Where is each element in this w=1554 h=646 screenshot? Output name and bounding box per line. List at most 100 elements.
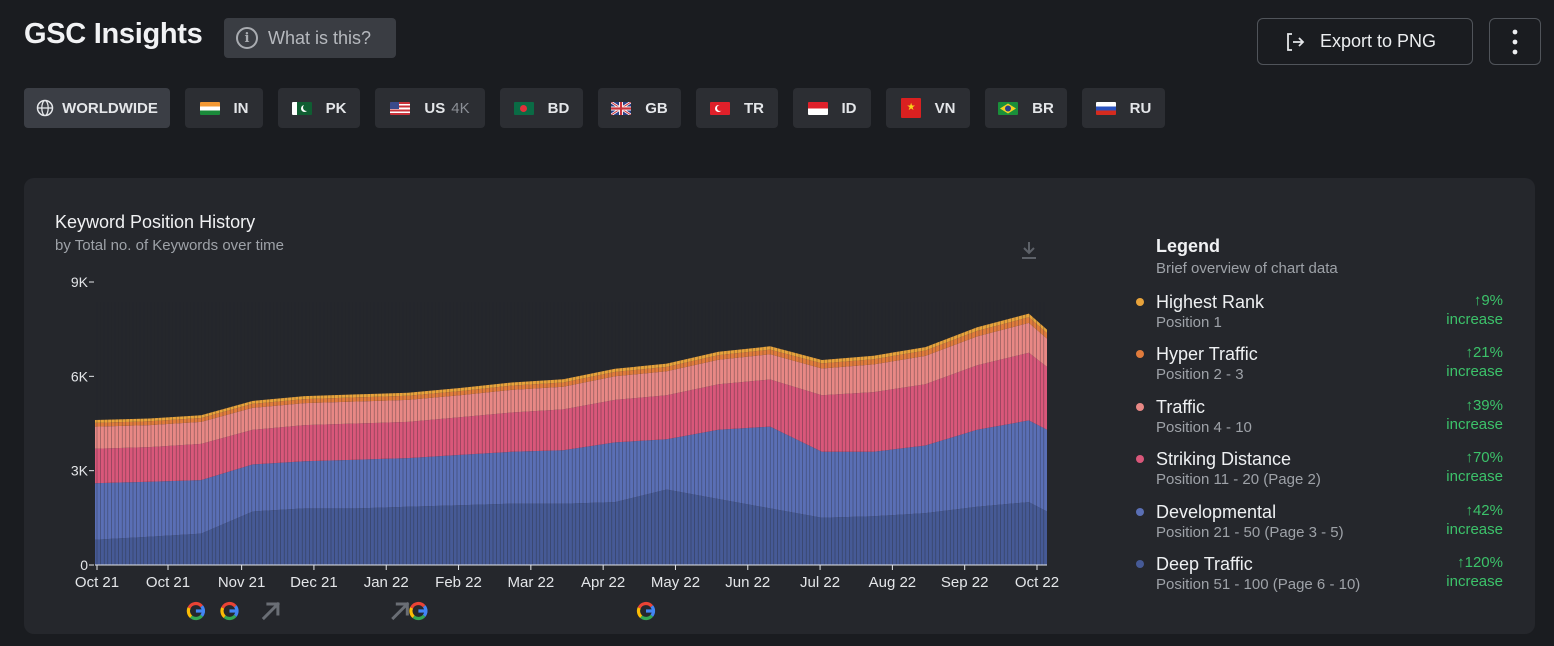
legend-item[interactable]: Hyper Traffic Position 2 - 3 ↑21% increase	[1136, 344, 1506, 390]
globe-icon	[36, 99, 54, 117]
legend-change-label: increase	[1446, 363, 1503, 381]
google-update-icon[interactable]	[186, 601, 205, 621]
flag-us-icon	[390, 101, 411, 115]
series-area	[95, 313, 1047, 423]
legend-position-range: Position 1	[1156, 314, 1222, 331]
country-code: GB	[645, 99, 668, 117]
info-icon: i	[236, 27, 258, 49]
legend-position-range: Position 21 - 50 (Page 3 - 5)	[1156, 523, 1344, 541]
flag-pk-icon	[291, 101, 312, 115]
y-tick-label: 9K	[71, 274, 89, 290]
country-code: BD	[547, 99, 570, 117]
x-tick-label: Jun 22	[725, 574, 770, 591]
legend-change: ↑42%	[1465, 501, 1503, 519]
x-tick-label: Mar 22	[508, 574, 555, 591]
export-label: Export to PNG	[1320, 31, 1437, 51]
country-chip-us[interactable]: US 4K	[375, 88, 485, 128]
x-tick-label: Sep 22	[941, 574, 989, 591]
x-tick-label: Feb 22	[435, 574, 482, 591]
what-is-this-label: What is this?	[268, 27, 372, 48]
legend-change-label: increase	[1446, 520, 1503, 538]
flag-gb-icon	[611, 101, 632, 115]
legend-item[interactable]: Highest Rank Position 1 ↑9% increase	[1136, 292, 1506, 338]
legend-item[interactable]: Traffic Position 4 - 10 ↑39% increase	[1136, 397, 1506, 443]
country-chip-bd[interactable]: BD	[500, 88, 583, 128]
x-tick-label: Oct 22	[1015, 574, 1059, 591]
country-chip-br[interactable]: BR	[985, 88, 1067, 128]
what-is-this-button[interactable]: i What is this?	[224, 18, 396, 58]
legend-change: ↑39%	[1465, 396, 1503, 414]
legend-change: ↑9%	[1473, 292, 1503, 309]
flag-in-icon	[199, 101, 220, 115]
flag-tr-icon	[710, 101, 730, 115]
country-chip-id[interactable]: ID	[793, 88, 871, 128]
country-chip-in[interactable]: IN	[185, 88, 263, 128]
legend-swatch	[1136, 560, 1144, 568]
legend-position-range: Position 11 - 20 (Page 2)	[1156, 471, 1321, 489]
y-tick-label: 6K	[71, 368, 89, 384]
legend-position-range: Position 4 - 10	[1156, 418, 1252, 436]
legend-change-label: increase	[1446, 468, 1503, 486]
legend-change-label: increase	[1446, 415, 1503, 433]
country-code: BR	[1032, 99, 1054, 117]
chart-title: Keyword Position History	[55, 212, 256, 232]
y-tick-label: 3K	[71, 463, 89, 479]
country-code: US	[424, 99, 446, 117]
chart-subtitle: by Total no. of Keywords over time	[55, 237, 284, 254]
legend-swatch	[1136, 350, 1144, 359]
google-update-icon[interactable]	[409, 601, 428, 621]
legend-swatch	[1136, 507, 1144, 516]
export-icon	[1287, 32, 1305, 51]
x-tick-label: Dec 21	[290, 574, 338, 591]
x-tick-label: Aug 22	[869, 574, 917, 591]
legend-swatch	[1136, 298, 1144, 306]
country-chip-ru[interactable]: RU	[1082, 88, 1165, 128]
x-tick-label: Oct 21	[75, 574, 119, 591]
series-area	[95, 322, 1047, 449]
legend-item[interactable]: Developmental Position 21 - 50 (Page 3 - …	[1136, 502, 1506, 548]
country-chip-worldwide[interactable]: WORLDWIDE	[24, 88, 170, 128]
legend-series-name: Developmental	[1156, 501, 1277, 522]
legend-subtitle: Brief overview of chart data	[1156, 260, 1338, 277]
country-count: 4K	[451, 99, 470, 117]
country-code: IN	[233, 99, 249, 117]
legend-change: ↑120%	[1457, 554, 1503, 571]
x-tick-label: Jan 22	[364, 574, 409, 591]
country-chip-tr[interactable]: TR	[696, 88, 778, 128]
legend-change: ↑21%	[1465, 344, 1503, 362]
country-chip-gb[interactable]: GB	[598, 88, 681, 128]
legend-series-name: Hyper Traffic	[1156, 344, 1258, 365]
legend-item[interactable]: Striking Distance Position 11 - 20 (Page …	[1136, 449, 1506, 495]
series-area	[95, 317, 1047, 427]
legend-change: ↑70%	[1465, 449, 1503, 467]
country-code: WORLDWIDE	[62, 99, 158, 117]
download-icon[interactable]	[1017, 238, 1041, 262]
legend-swatch	[1136, 402, 1144, 411]
more-options-button[interactable]	[1489, 18, 1541, 65]
country-code: RU	[1129, 99, 1152, 117]
x-tick-label: May 22	[651, 574, 700, 591]
flag-vn-icon: ★	[900, 98, 921, 118]
export-png-button[interactable]: Export to PNG	[1257, 18, 1473, 65]
series-area	[95, 420, 1047, 540]
page-title: GSC Insights	[24, 18, 203, 50]
legend-change-label: increase	[1446, 573, 1503, 590]
trend-arrow-icon[interactable]	[391, 601, 410, 621]
series-area	[95, 352, 1047, 484]
series-area	[95, 489, 1047, 565]
legend-item[interactable]: Deep Traffic Position 51 - 100 (Page 6 - …	[1136, 554, 1506, 600]
country-code: ID	[841, 99, 857, 117]
country-chip-vn[interactable]: ★ VN	[886, 88, 970, 128]
kebab-menu-icon	[1512, 29, 1518, 54]
flag-br-icon	[998, 101, 1019, 115]
google-update-icon[interactable]	[636, 601, 656, 621]
country-chip-pk[interactable]: PK	[278, 88, 360, 128]
trend-arrow-icon[interactable]	[261, 601, 281, 621]
legend-series-name: Traffic	[1156, 396, 1206, 417]
x-tick-label: Oct 21	[146, 574, 190, 591]
flag-id-icon	[807, 101, 828, 115]
flag-ru-icon	[1095, 101, 1116, 115]
legend-series-name: Striking Distance	[1156, 449, 1292, 470]
google-update-icon[interactable]	[220, 601, 239, 621]
y-tick-label: 0	[80, 557, 88, 573]
